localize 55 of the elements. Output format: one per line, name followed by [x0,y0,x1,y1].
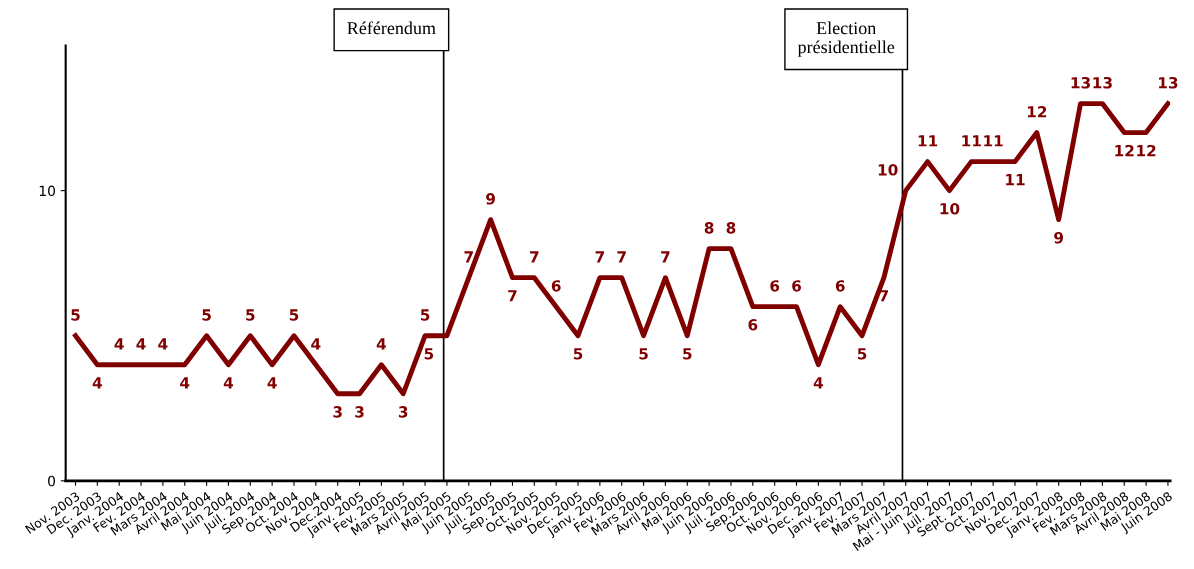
data-label: 5 [683,348,692,360]
data-label: 11 [962,135,981,147]
data-label: 3 [333,406,342,418]
data-label: 7 [661,251,670,263]
data-label: 5 [420,309,430,321]
data-label: 5 [246,309,255,321]
data-label: 11 [918,135,938,147]
data-label: 8 [704,222,714,234]
data-label: 13 [1093,76,1112,89]
data-label: 6 [748,319,758,331]
data-label: 12 [1115,144,1134,157]
data-label: 6 [770,280,780,292]
ref-line-label: Référendum [347,21,436,35]
data-label: 6 [835,280,845,292]
data-label: 4 [180,377,190,389]
y-tick-label: 0 [48,475,56,487]
data-label: 5 [573,348,583,360]
data-label: 7 [879,290,888,302]
data-label: 6 [792,280,801,292]
data-label: 5 [639,348,648,360]
data-label: 7 [617,251,626,263]
data-label: 5 [71,309,80,321]
line-series [73,101,1171,397]
data-label: 13 [1071,76,1090,89]
data-label: 10 [940,202,960,215]
data-label: 3 [355,406,364,418]
data-label: 4 [114,338,124,350]
data-label: 9 [1054,231,1064,244]
data-label: 4 [136,338,146,350]
data-label: 4 [311,338,321,350]
data-label: 4 [92,377,102,389]
data-label: 13 [1159,76,1178,89]
data-label: 7 [595,251,604,263]
data-label: 8 [726,222,736,234]
data-label: 5 [202,309,211,321]
data-label: 4 [223,377,234,389]
data-label: 7 [508,290,517,302]
data-label: 4 [376,338,386,350]
data-label: 5 [857,348,867,360]
data-label: 11 [984,135,1003,147]
data-label: 7 [464,251,473,263]
data-label: 3 [398,406,408,418]
data-label: 5 [424,348,434,360]
data-label: 6 [551,280,561,292]
data-label: 12 [1137,144,1156,157]
data-label: 10 [878,164,898,176]
data-label: 4 [813,377,823,389]
data-label: 9 [486,193,495,205]
data-label: 5 [289,309,299,321]
data-label: 7 [530,251,539,263]
data-label: 11 [1006,174,1025,186]
ref-line-label: Election présidentielle [797,21,895,57]
data-label: 4 [158,338,168,350]
data-label: 4 [267,377,277,389]
data-label: 12 [1027,106,1047,118]
